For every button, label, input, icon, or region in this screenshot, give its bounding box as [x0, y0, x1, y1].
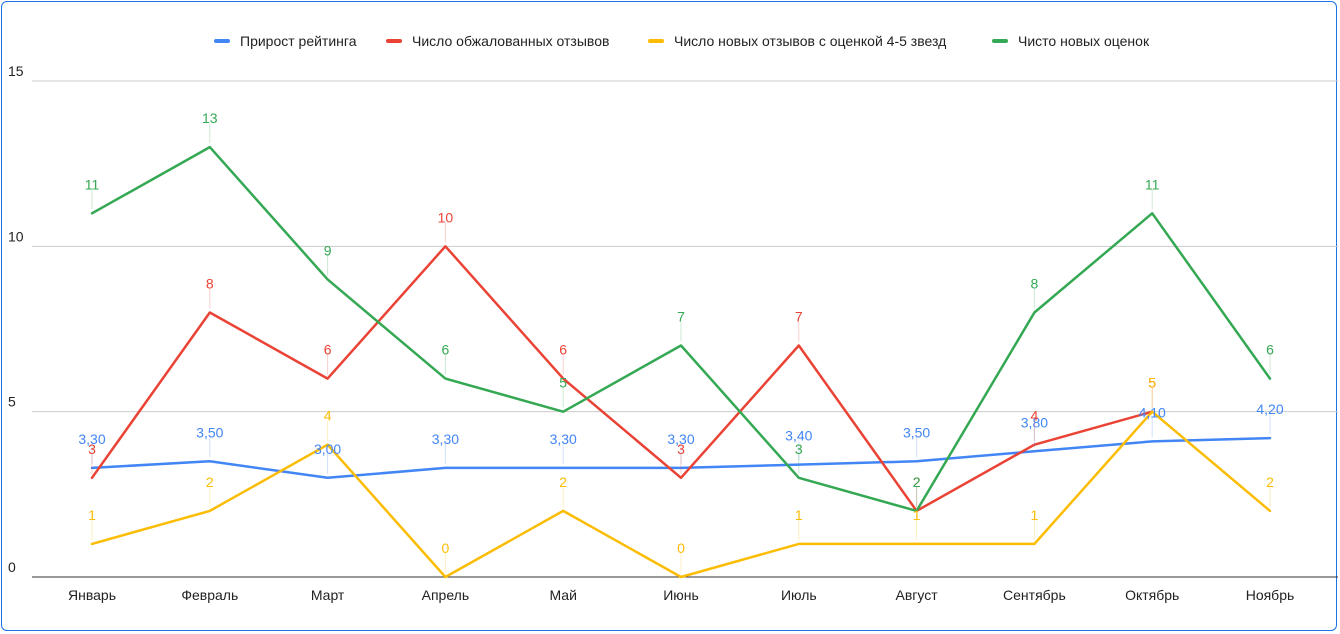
y-tick-label: 15	[8, 63, 24, 79]
x-tick-label: Март	[311, 587, 345, 603]
data-label: 4	[324, 408, 332, 424]
data-label: 7	[795, 309, 803, 325]
x-tick-label: Апрель	[422, 587, 470, 603]
data-label: 1	[795, 507, 803, 523]
data-label: 2	[206, 474, 214, 490]
data-label: 3,40	[785, 428, 812, 444]
data-label: 6	[1266, 342, 1274, 358]
data-label: 8	[206, 275, 214, 291]
legend-swatch	[214, 39, 230, 43]
data-label: 5	[1148, 375, 1156, 391]
data-labels: 3,30 3,50 3,00 3,30 3,30 3,30 3,40 3,50 3,80 4,10…	[78, 110, 1284, 573]
data-label: 4,20	[1256, 401, 1283, 417]
data-label: 6	[559, 342, 567, 358]
series-line-2	[90, 245, 1154, 513]
data-label: 5	[1148, 375, 1156, 391]
data-label: 3,30	[78, 431, 105, 447]
data-label: 7	[677, 309, 685, 325]
legend-item: Число новых отзывов с оценкой 4-5 звезд	[648, 33, 946, 49]
x-tick-label: Август	[896, 587, 939, 603]
data-label: 1	[88, 507, 96, 523]
data-label: 3	[88, 441, 96, 457]
data-label: 3,00	[314, 441, 341, 457]
data-label: 3,50	[903, 424, 930, 440]
data-label: 11	[85, 176, 100, 192]
data-label: 3,80	[1021, 414, 1048, 430]
data-label: 1	[913, 507, 921, 523]
legend-swatch	[992, 39, 1008, 43]
data-label: 4,10	[1139, 404, 1166, 420]
y-tick-label: 10	[8, 228, 24, 244]
data-label: 2	[559, 474, 567, 490]
x-tick-label: Январь	[68, 587, 116, 603]
legend-label: Число обжалованных отзывов	[412, 33, 609, 49]
data-label: 3,30	[667, 431, 694, 447]
legend-label: Число новых отзывов с оценкой 4-5 звезд	[674, 33, 946, 49]
legend-label: Прирост рейтинга	[240, 33, 357, 49]
data-label: 2	[913, 474, 921, 490]
x-tick-label: Июль	[781, 587, 817, 603]
data-label: 0	[442, 540, 450, 556]
data-label: 3,50	[196, 424, 223, 440]
data-label: 3,30	[550, 431, 577, 447]
x-tick-label: Июнь	[663, 587, 699, 603]
series-line-4	[90, 145, 1272, 513]
data-label: 9	[324, 242, 332, 258]
legend-swatch	[648, 39, 664, 43]
legend-item: Прирост рейтинга	[214, 33, 357, 49]
data-label: 6	[324, 342, 332, 358]
data-label: 0	[677, 540, 685, 556]
data-label: 4	[1031, 408, 1039, 424]
data-label: 13	[202, 110, 218, 126]
grid-lines	[32, 80, 1338, 578]
data-label: 8	[1031, 275, 1039, 291]
data-label: 3	[795, 441, 803, 457]
x-tick-label: Февраль	[181, 587, 238, 603]
legend-swatch	[386, 39, 402, 43]
data-label: 10	[438, 209, 454, 225]
data-label: 2	[1266, 474, 1274, 490]
data-label: 6	[442, 342, 450, 358]
data-label: 5	[559, 375, 567, 391]
x-tick-label: Октябрь	[1125, 587, 1179, 603]
x-tick-label: Май	[549, 587, 576, 603]
y-tick-label: 5	[8, 394, 16, 410]
y-tick-label: 0	[8, 559, 16, 575]
series-line-1	[90, 436, 1272, 480]
legend-item: Чисто новых оценок	[992, 33, 1150, 49]
data-label: 1	[1031, 507, 1039, 523]
data-label: 11	[1145, 176, 1160, 192]
data-label: 3	[677, 441, 685, 457]
data-label: 2	[913, 474, 921, 490]
legend-label: Чисто новых оценок	[1018, 33, 1150, 49]
legend: Прирост рейтинга Число обжалованных отзыв…	[214, 33, 1150, 49]
data-label: 3,30	[432, 431, 459, 447]
series-line-3	[90, 410, 1272, 579]
series-lines	[90, 145, 1272, 579]
x-tick-label: Ноябрь	[1246, 587, 1295, 603]
legend-item: Число обжалованных отзывов	[386, 33, 609, 49]
x-tick-label: Сентябрь	[1003, 587, 1066, 603]
